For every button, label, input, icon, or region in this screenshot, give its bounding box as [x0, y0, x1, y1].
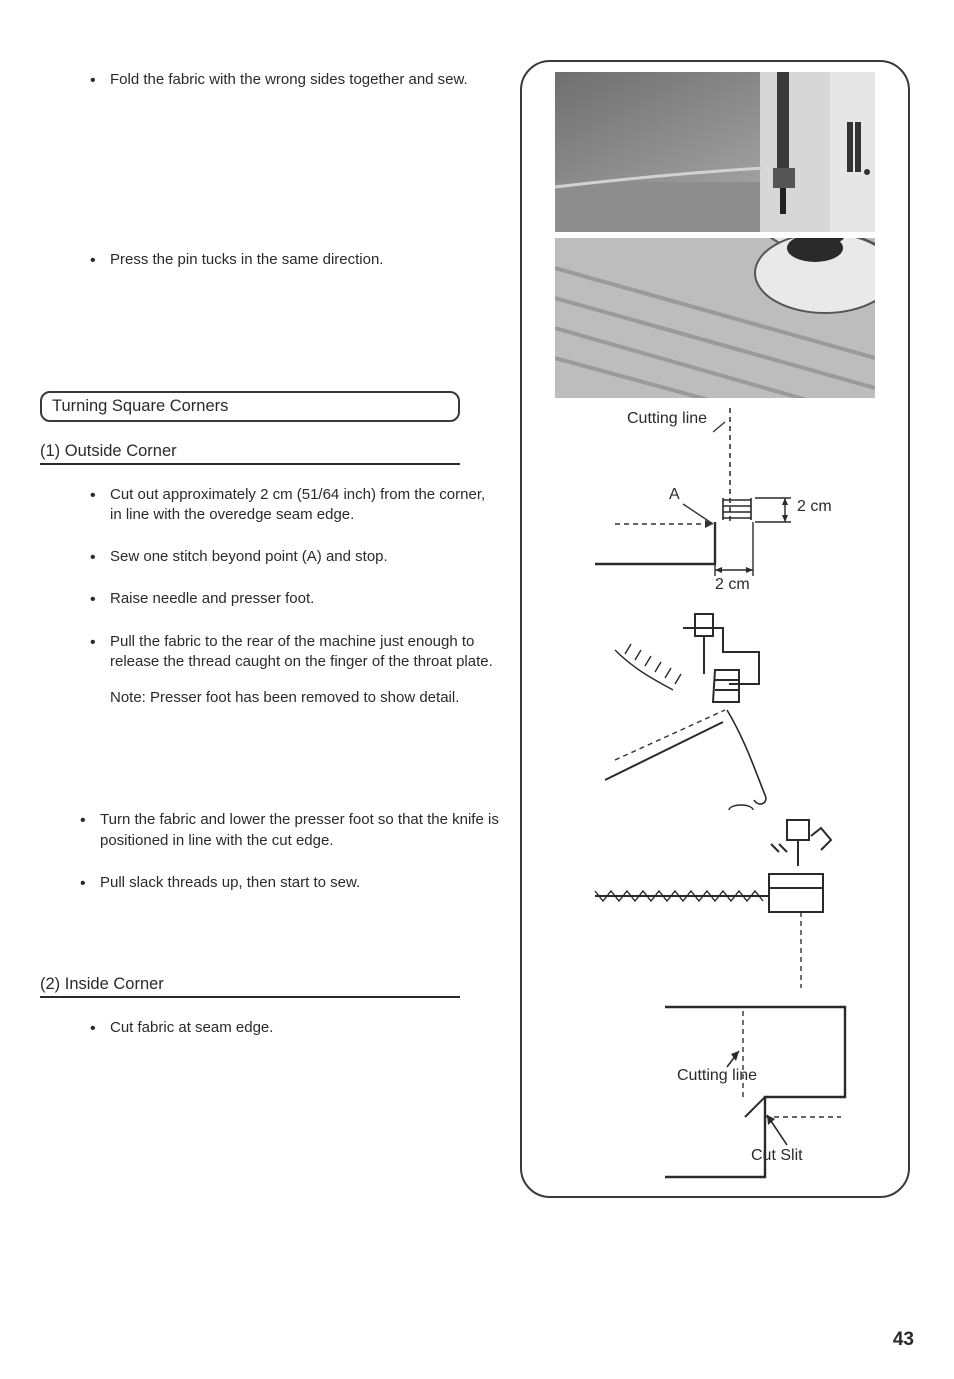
intro-bullet-2: Press the pin tucks in the same directio… — [40, 250, 500, 270]
bullet-text: Pull the fabric to the rear of the machi… — [90, 632, 500, 673]
label-point-a: A — [669, 486, 680, 504]
diagram-outside-corner-cut: Cutting line A 2 cm 2 cm — [555, 404, 875, 604]
bullet-text: Turn the fabric and lower the presser fo… — [80, 810, 500, 851]
label-2cm-bottom: 2 cm — [715, 576, 750, 594]
photo-sewing-machine — [555, 72, 875, 232]
bullet-text: Pull slack threads up, then start to sew… — [80, 873, 500, 893]
sub1-bullets: Cut out approximately 2 cm (51/64 inch) … — [40, 485, 500, 709]
section-title-box: Turning Square Corners — [40, 391, 460, 422]
subsection-1-head: (1) Outside Corner — [40, 442, 460, 465]
right-figure-panel: Cutting line A 2 cm 2 cm — [520, 60, 910, 1198]
note-label: Note: — [110, 689, 146, 706]
label-cut-slit: Cut Slit — [751, 1147, 803, 1165]
bullet-text: Cut fabric at seam edge. — [90, 1018, 500, 1038]
label-cutting-line: Cutting line — [627, 410, 707, 428]
diagram-inside-corner: Cutting line Cut Slit — [555, 997, 875, 1182]
page-number: 43 — [893, 1329, 914, 1351]
bullet-text: Fold the fabric with the wrong sides tog… — [90, 70, 500, 90]
label-2cm-right: 2 cm — [797, 498, 832, 516]
diagram-release-thread — [555, 610, 875, 810]
note-block: Note: Presser foot has been removed to s… — [90, 688, 500, 708]
bullet-text: Press the pin tucks in the same directio… — [90, 250, 500, 270]
intro-bullet-1: Fold the fabric with the wrong sides tog… — [40, 70, 500, 90]
label-cutting-line-2: Cutting line — [677, 1067, 757, 1085]
bullet-text: Cut out approximately 2 cm (51/64 inch) … — [90, 485, 500, 526]
bullet-text: Raise needle and presser foot. — [90, 589, 500, 609]
note-text: Presser foot has been removed to show de… — [150, 689, 459, 706]
photo-iron-pintucks — [555, 238, 875, 398]
sub1-bullets-b: Turn the fabric and lower the presser fo… — [40, 810, 500, 893]
left-column: Fold the fabric with the wrong sides tog… — [40, 60, 500, 1198]
diagram-align-knife — [555, 816, 875, 991]
bullet-text: Sew one stitch beyond point (A) and stop… — [90, 547, 500, 567]
subsection-2-head: (2) Inside Corner — [40, 975, 460, 998]
sub2-bullets: Cut fabric at seam edge. — [40, 1018, 500, 1038]
